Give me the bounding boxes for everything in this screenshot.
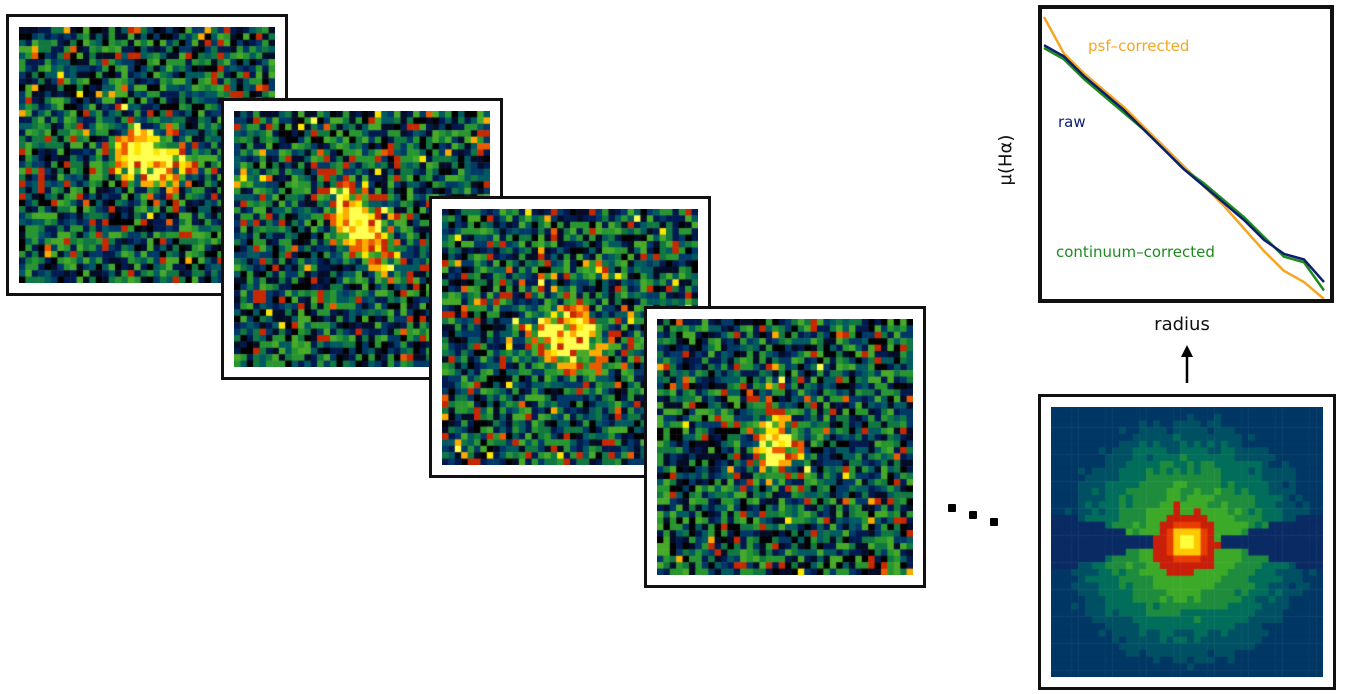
stacked-map-image bbox=[1051, 407, 1323, 677]
series-line-psf-corrected bbox=[1042, 16, 1325, 299]
legend-psf-corrected: psf–corrected bbox=[1088, 37, 1190, 55]
arrow-up-icon bbox=[1181, 345, 1193, 383]
legend-raw: raw bbox=[1058, 113, 1086, 131]
profile-plot: psf–corrected raw continuum–corrected bbox=[1038, 5, 1334, 303]
x-axis-label: radius bbox=[1154, 314, 1210, 335]
stacked-map bbox=[1038, 394, 1336, 690]
series-line-raw bbox=[1043, 44, 1325, 283]
legend-continuum-corrected: continuum–corrected bbox=[1056, 243, 1215, 261]
profile-plot-svg bbox=[1042, 16, 1326, 299]
map-4 bbox=[644, 306, 926, 588]
y-axis-label: μ(Hα) bbox=[995, 134, 1017, 186]
map-4-image bbox=[657, 319, 913, 575]
